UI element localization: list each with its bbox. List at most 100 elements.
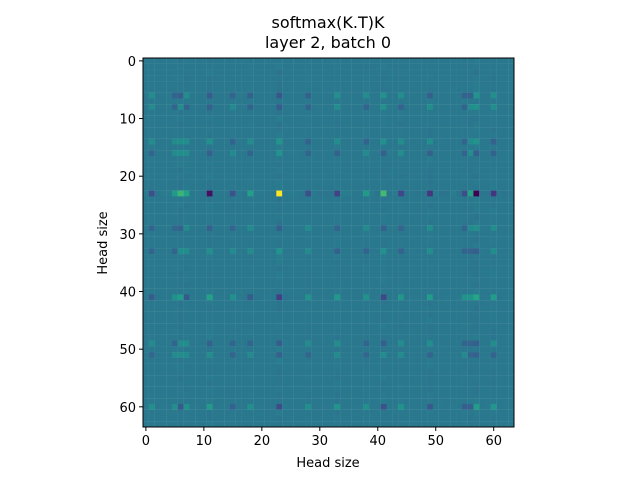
heatmap-cell [421, 409, 428, 416]
heatmap-cell [461, 311, 468, 318]
heatmap-cell [340, 357, 347, 364]
heatmap-cell [421, 265, 428, 272]
heatmap-cell [485, 254, 491, 260]
heatmap-cell [340, 150, 347, 157]
heatmap-cell [299, 121, 306, 128]
heatmap-cell [183, 277, 190, 284]
heatmap-cell [456, 104, 462, 111]
heatmap-cell [369, 156, 376, 162]
heatmap-cell [421, 213, 428, 220]
heatmap-cell [456, 403, 462, 410]
heatmap-cell [311, 150, 318, 157]
heatmap-cell [206, 138, 213, 145]
heatmap-cell [270, 121, 277, 128]
heatmap-cell [224, 340, 231, 347]
heatmap-cell [345, 213, 352, 220]
heatmap-cell [195, 213, 202, 220]
heatmap-cell [432, 144, 439, 151]
heatmap-cell [340, 271, 347, 278]
heatmap-cell [316, 58, 323, 64]
heatmap-cell [316, 127, 323, 134]
heatmap-cell [322, 236, 329, 243]
heatmap-cell [287, 196, 294, 203]
heatmap-cell [316, 334, 323, 341]
heatmap-cell [299, 196, 306, 203]
heatmap-cell [229, 421, 236, 428]
heatmap-cell [340, 248, 347, 255]
heatmap-cell [502, 184, 509, 191]
heatmap-cell [311, 179, 318, 185]
heatmap-cell [299, 109, 306, 116]
heatmap-cell [508, 352, 515, 358]
heatmap-cell [456, 75, 462, 82]
heatmap-cell [148, 150, 155, 157]
heatmap-cell [398, 254, 405, 260]
heatmap-cell [415, 98, 422, 105]
heatmap-cell [171, 305, 178, 312]
heatmap-cell [450, 242, 457, 249]
heatmap-cell [427, 115, 433, 122]
heatmap-cell [311, 300, 318, 307]
y-tick-label: 60 [119, 401, 136, 416]
heatmap-cell [450, 415, 457, 422]
heatmap-cell [340, 225, 347, 232]
heatmap-cell [143, 242, 149, 249]
heatmap-cell [264, 323, 271, 330]
heatmap-cell [253, 230, 260, 237]
heatmap-cell [363, 380, 370, 387]
heatmap-cell [189, 305, 196, 312]
heatmap-cell [502, 403, 509, 410]
heatmap-cell [415, 196, 422, 203]
heatmap-cell [258, 265, 265, 272]
heatmap-cell [224, 167, 231, 174]
heatmap-cell [316, 109, 323, 116]
heatmap-cell [334, 288, 341, 295]
heatmap-cell [247, 127, 254, 134]
heatmap-cell [282, 323, 289, 330]
heatmap-cell [456, 138, 462, 145]
heatmap-cell [171, 288, 178, 295]
heatmap-cell [508, 207, 515, 214]
heatmap-cell [392, 317, 399, 324]
heatmap-cell [218, 357, 225, 364]
heatmap-cell [276, 357, 283, 364]
heatmap-cell [316, 179, 323, 185]
heatmap-cell [438, 202, 445, 209]
heatmap-cell [282, 121, 289, 128]
heatmap-cell [206, 403, 213, 410]
heatmap-cell [450, 363, 457, 370]
heatmap-cell [450, 230, 457, 237]
heatmap-cell [508, 69, 515, 76]
heatmap-cell [282, 190, 289, 197]
heatmap-cell [369, 230, 376, 237]
heatmap-cell [345, 265, 352, 272]
heatmap-cell [473, 328, 480, 335]
heatmap-cell [432, 92, 439, 99]
heatmap-cell [438, 132, 445, 139]
heatmap-cell [322, 328, 329, 335]
heatmap-cell [386, 357, 393, 364]
heatmap-cell [183, 288, 190, 295]
heatmap-cell [229, 265, 236, 272]
heatmap-cell [409, 421, 416, 428]
heatmap-cell [316, 375, 323, 382]
heatmap-cell [363, 179, 370, 185]
heatmap-cell [241, 375, 248, 382]
heatmap-cell [270, 173, 277, 180]
heatmap-cell [206, 352, 213, 358]
heatmap-cell [456, 173, 462, 180]
heatmap-cell [293, 415, 300, 422]
heatmap-cell [206, 340, 213, 347]
heatmap-cell [334, 403, 341, 410]
heatmap-cell [461, 300, 468, 307]
heatmap-cell [485, 144, 491, 151]
heatmap-cell [357, 225, 364, 232]
heatmap-cell [177, 369, 184, 376]
heatmap-cell [282, 265, 289, 272]
heatmap-cell [380, 323, 387, 330]
heatmap-cell [380, 386, 387, 393]
heatmap-cell [334, 392, 341, 399]
heatmap-cell [287, 415, 294, 422]
heatmap-cell [485, 156, 491, 162]
heatmap-cell [357, 375, 364, 382]
